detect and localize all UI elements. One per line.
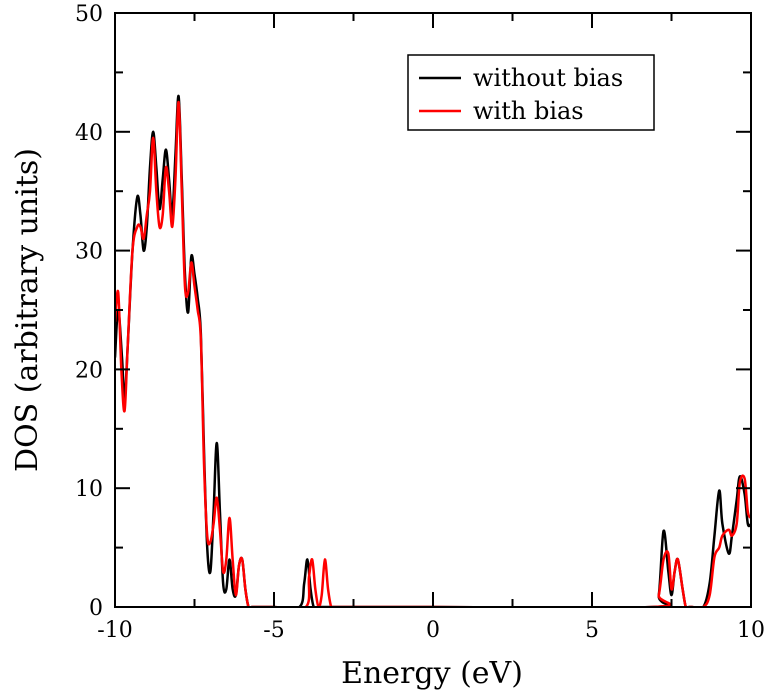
legend: without bias with bias xyxy=(407,54,655,131)
legend-label: without bias xyxy=(473,64,623,92)
x-axis: -10 -5 0 5 10 xyxy=(97,13,765,643)
y-tick-label: 40 xyxy=(75,121,103,146)
series-line-with-bias xyxy=(115,100,751,607)
x-axis-label: Energy (eV) xyxy=(341,656,523,691)
y-tick-label: 20 xyxy=(75,358,103,383)
y-axis-label: DOS (arbitrary units) xyxy=(10,148,45,472)
y-tick-label: 30 xyxy=(75,240,103,265)
series-line-without-bias xyxy=(115,94,751,607)
legend-box xyxy=(407,54,655,131)
y-axis: 0 10 20 30 40 50 xyxy=(75,2,751,621)
y-tick-label: 10 xyxy=(75,477,103,502)
x-tick-label: 5 xyxy=(585,618,599,643)
y-tick-label: 50 xyxy=(75,2,103,27)
x-tick-label: 0 xyxy=(426,618,440,643)
x-tick-label: -5 xyxy=(263,618,284,643)
x-tick-label: 10 xyxy=(737,618,765,643)
legend-label: with bias xyxy=(473,97,584,125)
x-tick-label: -10 xyxy=(97,618,132,643)
y-tick-label: 0 xyxy=(89,596,103,621)
